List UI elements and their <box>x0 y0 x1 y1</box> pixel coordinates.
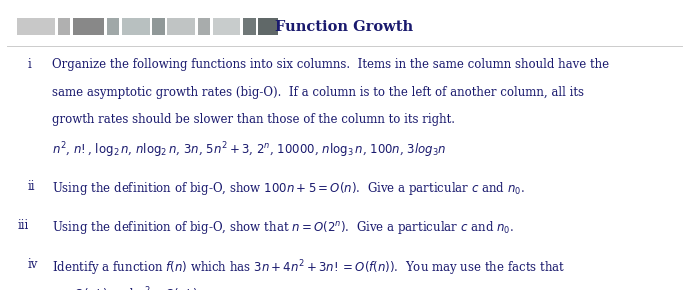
Bar <box>152 18 165 35</box>
Bar <box>73 18 104 35</box>
Bar <box>213 18 240 35</box>
Bar <box>243 18 256 35</box>
Bar <box>258 18 278 35</box>
Text: same asymptotic growth rates (big-O).  If a column is to the left of another col: same asymptotic growth rates (big-O). If… <box>52 86 584 99</box>
Text: Using the definition of big-O, show $100n+5 = O(n)$.  Give a particular $c$ and : Using the definition of big-O, show $100… <box>52 180 524 197</box>
Text: growth rates should be slower than those of the column to its right.: growth rates should be slower than those… <box>52 113 455 126</box>
Text: Using the definition of big-O, show that $n = O(2^n)$.  Give a particular $c$ an: Using the definition of big-O, show that… <box>52 219 513 236</box>
Bar <box>198 18 210 35</box>
Text: Identify a function $f(n)$ which has $3n + 4n^2 + 3n! = O(f(n))$.  You may use t: Identify a function $f(n)$ which has $3n… <box>52 258 565 278</box>
Text: Organize the following functions into six columns.  Items in the same column sho: Organize the following functions into si… <box>52 58 609 71</box>
Text: ii: ii <box>28 180 35 193</box>
Text: iv: iv <box>28 258 38 271</box>
Bar <box>167 18 195 35</box>
Text: i: i <box>28 58 31 71</box>
Text: iii: iii <box>17 219 28 232</box>
Text: Function Growth: Function Growth <box>276 20 413 34</box>
Bar <box>107 18 119 35</box>
Bar <box>122 18 150 35</box>
Bar <box>58 18 70 35</box>
Text: $n = O(n!)$ and $n^2 = O(n!)$.: $n = O(n!)$ and $n^2 = O(n!)$. <box>52 286 201 290</box>
Text: $n^2$, $n!$, $\log_2 n$, $n\log_2 n$, $3n$, $5n^2+3$, $2^n$, $10000$, $n\log_3 n: $n^2$, $n!$, $\log_2 n$, $n\log_2 n$, $3… <box>52 141 446 160</box>
Bar <box>17 18 55 35</box>
